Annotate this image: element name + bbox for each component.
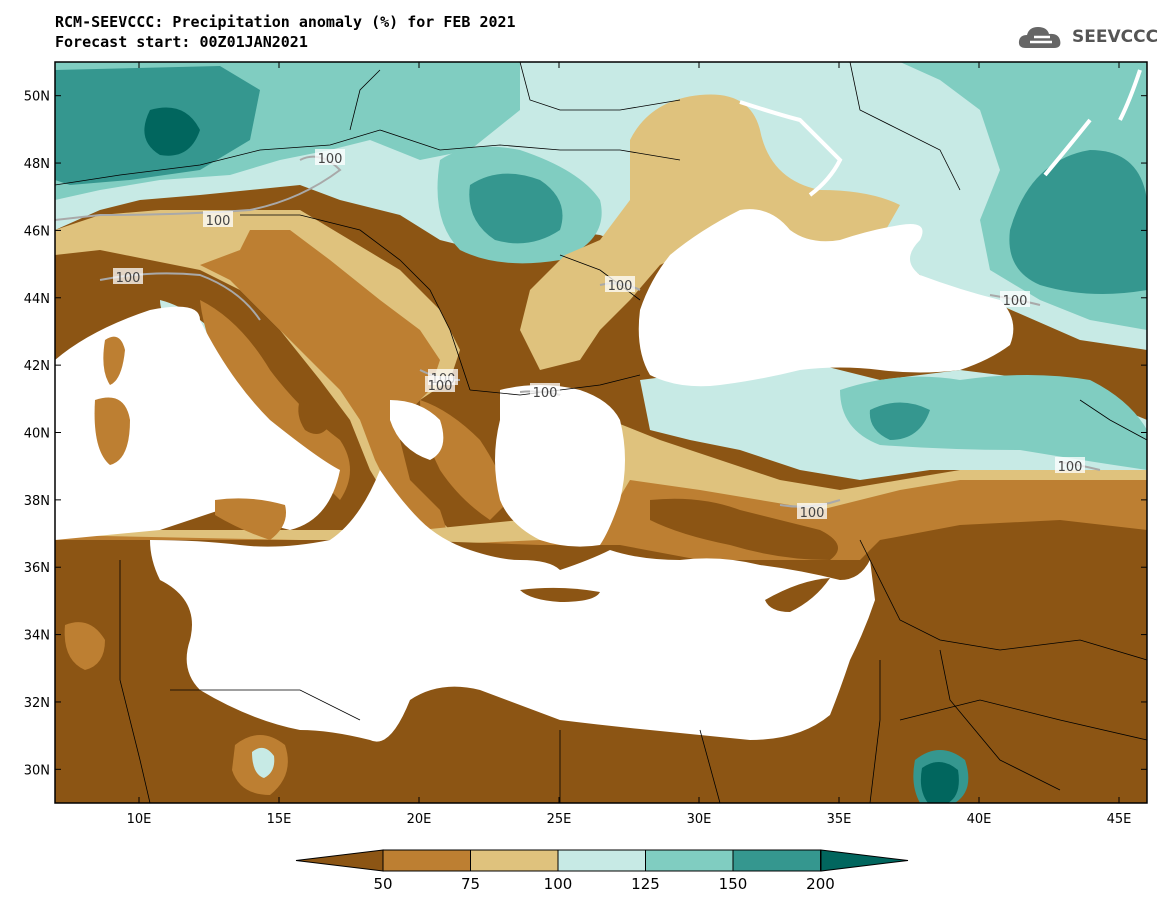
- mediterranean-sea: [55, 306, 875, 742]
- lat-tick-label: 48N: [24, 157, 50, 172]
- lon-tick-label: 30E: [687, 812, 712, 827]
- sicily-island: [215, 498, 286, 540]
- contour-label: 100: [428, 379, 453, 394]
- cyprus-island: [765, 578, 830, 612]
- title-line-1: RCM-SEEVCCC: Precipitation anomaly (%) f…: [55, 13, 516, 31]
- colorbar-label: 75: [461, 875, 480, 893]
- lat-tick-label: 50N: [24, 90, 50, 105]
- contour-label: 100: [533, 386, 558, 401]
- colorbar: 50 75 100 125 150 200: [295, 849, 909, 893]
- wet-max-turkey: [869, 402, 930, 440]
- seevccc-logo: SEEVCCC: [1016, 22, 1158, 52]
- contour-label: 100: [206, 214, 231, 229]
- river-streak-east: [1043, 69, 1142, 177]
- lat-tick-label: 44N: [24, 292, 50, 307]
- lat-tick-label: 40N: [24, 427, 50, 442]
- contour-label-bg: [113, 268, 143, 284]
- contour-label-bg: [605, 276, 635, 292]
- lat-tick-label: 46N: [24, 224, 50, 239]
- colorbar-arrow-low: [295, 849, 384, 872]
- colorbar-label: 200: [806, 875, 835, 893]
- contour-label-bg: [530, 383, 560, 399]
- dry-core-adriatic: [200, 230, 450, 540]
- aegean-sea: [495, 385, 625, 547]
- colorbar-label: 100: [544, 875, 573, 893]
- longitude-axis: 10E 15E 20E 25E 30E 35E 40E 45E: [127, 62, 1132, 827]
- lon-tick-label: 40E: [967, 812, 992, 827]
- lat-tick-label: 30N: [24, 763, 50, 778]
- lon-tick-label: 35E: [827, 812, 852, 827]
- wet-core-carpathian: [469, 173, 563, 244]
- dry-spot-tunisia: [64, 622, 105, 670]
- contour-label-bg: [425, 376, 455, 392]
- dry-core-italy: [298, 400, 330, 434]
- wet-max-arabia: [920, 761, 959, 803]
- lon-tick-label: 20E: [407, 812, 432, 827]
- title-line-2: Forecast start: 00Z01JAN2021: [55, 33, 308, 51]
- contour-label: 100: [1003, 294, 1028, 309]
- wet-core-east: [1009, 150, 1147, 294]
- crete-island: [520, 587, 600, 602]
- dry-core-turkey: [650, 498, 838, 560]
- colorbar-segment: [382, 849, 471, 872]
- logo-text: SEEVCCC: [1072, 27, 1159, 47]
- map-field: [55, 62, 1147, 803]
- corsica-island: [103, 336, 125, 385]
- wet-max-alps: [144, 107, 200, 156]
- map-title: RCM-SEEVCCC: Precipitation anomaly (%) f…: [55, 12, 516, 52]
- contour-label: 100: [1058, 460, 1083, 475]
- black-sea: [638, 209, 1014, 387]
- colorbar-label: 125: [631, 875, 660, 893]
- colorbar-arrow-high: [820, 849, 909, 872]
- lat-tick-label: 36N: [24, 561, 50, 576]
- contour-label: 100: [318, 152, 343, 167]
- river-streak-north: [739, 100, 843, 197]
- colorbar-label: 50: [373, 875, 392, 893]
- colorbar-segment: [645, 849, 734, 872]
- contour-label-bg: [203, 211, 233, 227]
- colorbar-label: 150: [719, 875, 748, 893]
- contour-label-bg: [797, 503, 827, 519]
- lat-tick-label: 34N: [24, 629, 50, 644]
- contour-labels: 100100100100100100100100100100: [113, 149, 1085, 521]
- sardinia-island: [94, 397, 130, 465]
- lon-tick-label: 25E: [547, 812, 572, 827]
- contour-label: 100: [116, 271, 141, 286]
- lon-tick-label: 45E: [1107, 812, 1132, 827]
- contour-label: 100: [800, 506, 825, 521]
- cloud-logo-icon: [1018, 27, 1061, 48]
- dry-italy: [200, 300, 350, 500]
- contour-label-bg: [1000, 291, 1030, 307]
- wet-spot-libya: [252, 747, 275, 778]
- contour-label: 100: [608, 279, 633, 294]
- contour-label-bg: [1055, 457, 1085, 473]
- lat-tick-label: 42N: [24, 359, 50, 374]
- colorbar-segment: [732, 849, 821, 872]
- contour-label-bg: [315, 149, 345, 165]
- colorbar-segment: [470, 849, 559, 872]
- lat-tick-label: 38N: [24, 494, 50, 509]
- lon-tick-label: 10E: [127, 812, 152, 827]
- country-borders: [55, 62, 1147, 803]
- wet-core-turkey: [840, 375, 1147, 470]
- colorbar-segment: [557, 849, 646, 872]
- lat-tick-label: 32N: [24, 696, 50, 711]
- lon-tick-label: 15E: [267, 812, 292, 827]
- latitude-axis: 50N 48N 46N 44N 42N 40N 38N 36N 34N 32N 30N: [24, 90, 1147, 778]
